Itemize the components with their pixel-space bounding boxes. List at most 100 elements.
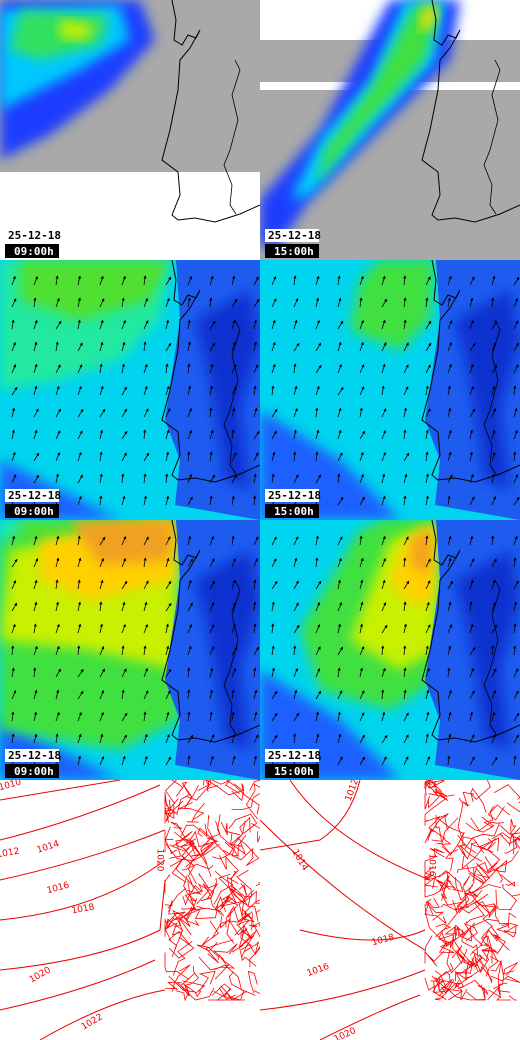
wind-arrow: [425, 342, 432, 352]
wind-arrow: [491, 385, 496, 396]
wind-arrow: [491, 558, 497, 568]
wind-arrow: [209, 297, 213, 308]
wind-arrow: [77, 535, 81, 546]
isobar: [434, 789, 455, 802]
wind-arrow: [165, 342, 172, 352]
isobar: [248, 921, 260, 928]
wind-arrow: [403, 429, 407, 440]
wind-arrow: [491, 689, 496, 700]
isobar: [186, 780, 210, 801]
wind-arrow: [315, 364, 322, 374]
isobar: [213, 943, 238, 960]
isobar: [424, 780, 438, 795]
wind-arrow: [165, 557, 170, 568]
isobar: [424, 866, 438, 888]
wind-arrow: [337, 623, 342, 634]
wind-arrow: [337, 429, 342, 440]
isobar: [492, 827, 520, 840]
wind-arrow: [11, 711, 15, 722]
wind-arrow: [425, 733, 429, 744]
field-region: [315, 5, 440, 185]
wind-arrow: [143, 536, 149, 546]
isobar: [458, 875, 471, 914]
isobar: [432, 875, 450, 891]
wind-arrow: [165, 645, 170, 656]
wind-arrow: [143, 408, 149, 418]
isobar: [485, 945, 499, 977]
wind-arrow: [99, 557, 104, 568]
wind-arrow: [77, 319, 81, 330]
wind-arrow: [513, 535, 518, 546]
wind-arrow: [447, 341, 452, 352]
wind-arrow: [271, 363, 276, 374]
wind-arrow: [425, 297, 429, 308]
wind-arrow: [187, 535, 192, 546]
wind-arrow: [55, 689, 60, 700]
wind-arrow: [293, 429, 297, 440]
wind-arrow: [99, 319, 104, 330]
wind-arrow: [425, 320, 432, 330]
isobar: [164, 952, 190, 981]
isobar: [463, 922, 483, 953]
wind-arrow: [337, 667, 341, 678]
wind-arrow: [469, 535, 474, 546]
wind-arrow: [253, 711, 258, 722]
isobar: [181, 863, 214, 871]
wind-arrow: [11, 602, 18, 612]
isobar: [465, 884, 502, 897]
wind-arrow: [315, 690, 322, 700]
isobar: [231, 792, 260, 810]
wind-arrow: [271, 536, 277, 546]
wind-arrow: [293, 602, 299, 612]
isobar: [478, 837, 500, 853]
wind-arrow: [231, 557, 236, 568]
wind-arrow: [165, 711, 170, 722]
wind-arrow: [513, 755, 517, 766]
isobar: [487, 982, 508, 1001]
wind-arrow: [315, 451, 319, 462]
wind-arrow: [271, 667, 275, 678]
isobar: [494, 903, 510, 929]
isobar: [175, 781, 192, 797]
border: [223, 59, 241, 215]
wind-arrow: [447, 495, 451, 506]
wind-arrow: [337, 601, 343, 612]
wind-arrow: [293, 407, 298, 418]
wind-arrow: [77, 364, 83, 374]
isobar: [424, 797, 447, 826]
coastline: [161, 0, 260, 223]
isobar: [451, 945, 468, 965]
wind-arrow: [165, 623, 169, 634]
wind-arrow: [11, 645, 15, 656]
isobar: [483, 805, 495, 828]
wind-arrow: [403, 734, 409, 744]
map-panel: 25-12-18 09:00h: [0, 260, 260, 520]
wind-arrow: [143, 297, 148, 308]
wind-arrow: [99, 451, 103, 462]
isobar: [239, 932, 257, 967]
wind-arrow: [359, 319, 364, 330]
wind-arrow: [33, 733, 38, 744]
isobar: [169, 936, 195, 959]
wind-arrow: [447, 711, 452, 722]
isobar: [194, 905, 219, 920]
wind-arrow: [187, 689, 191, 700]
wind-arrow: [337, 386, 344, 396]
isobar: [471, 841, 496, 851]
wind-arrow: [165, 385, 170, 396]
wind-arrow: [11, 667, 15, 678]
wind-arrow: [99, 668, 105, 678]
wind-arrow: [143, 580, 149, 590]
wind-arrow: [33, 667, 37, 678]
wind-arrow: [403, 623, 408, 634]
isobar: [0, 859, 166, 921]
date-label: 25-12-18: [268, 229, 321, 242]
isobar: [452, 936, 471, 966]
wind-arrow: [99, 623, 104, 634]
wind-arrow: [77, 755, 82, 766]
wind-arrow: [99, 579, 104, 590]
wind-arrow: [513, 474, 519, 484]
wind-arrow: [33, 711, 38, 722]
isobar: [236, 837, 260, 866]
wind-arrow: [165, 408, 171, 418]
